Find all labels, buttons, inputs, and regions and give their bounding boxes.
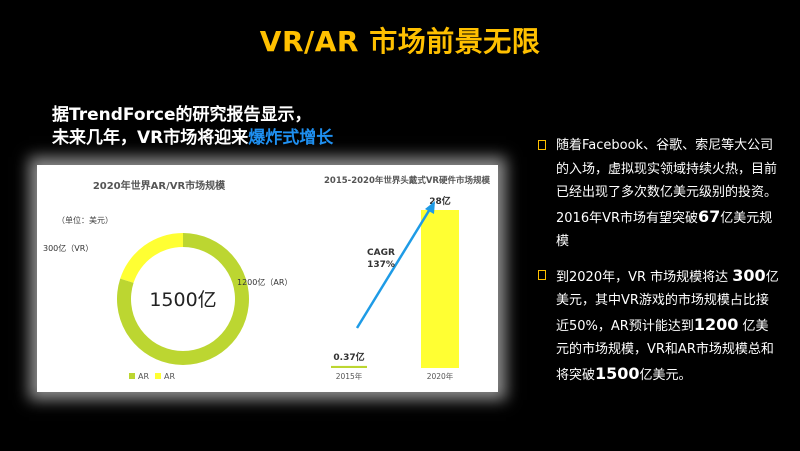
legend-label-1: AR — [138, 372, 149, 381]
bullet-2-seg-2: 300 — [732, 265, 766, 285]
bullet-2-seg-4: 1200 — [693, 314, 739, 334]
donut-chart-title: 2020年世界AR/VR市场规模 — [93, 179, 226, 192]
subtitle-line-2-prefix: 未来几年，VR市场将迎来 — [52, 128, 249, 148]
cagr-label: CAGR — [367, 248, 395, 258]
slice-label-vr: 300亿（VR） — [43, 243, 93, 253]
bullet-2-seg-6: 1500 — [595, 363, 640, 383]
bullet-text-1: 随着Facebook、谷歌、索尼等大公司的入场，虚拟现实领域持续火热，目前已经出… — [556, 138, 777, 249]
donut-slice-vr — [120, 233, 183, 283]
bullet-item-1: 随着Facebook、谷歌、索尼等大公司的入场，虚拟现实领域持续火热，目前已经出… — [538, 134, 780, 254]
cagr-arrow-head — [425, 201, 435, 214]
legend-swatch-2 — [155, 373, 161, 379]
bullet-marker-icon — [538, 140, 546, 150]
bullet-text-2: 到2020年，VR 市场规模将达 300亿美元，其中VR游戏的市场规模占比接近5… — [556, 266, 779, 383]
page-title: VR/AR 市场前景无限 — [259, 25, 541, 58]
cagr-value: 137% — [367, 260, 395, 270]
bar-category-label-0: 2015年 — [336, 371, 363, 381]
bullet-item-2: 到2020年，VR 市场规模将达 300亿美元，其中VR游戏的市场规模占比接近5… — [538, 264, 780, 388]
bar-1 — [421, 210, 459, 368]
chart-svg: 2020年世界AR/VR市场规模 （单位：美元） 1500亿 300亿（VR） … — [43, 175, 490, 381]
donut-center-label: 1500亿 — [149, 289, 216, 311]
bullet-2-seg-7: 亿美元。 — [639, 367, 692, 383]
subtitle-line-1: 据TrendForce的研究报告显示， — [52, 105, 312, 125]
bar-chart-title: 2015-2020年世界头戴式VR硬件市场规模 — [324, 175, 490, 186]
bullet-list: 随着Facebook、谷歌、索尼等大公司的入场，虚拟现实领域持续火热，目前已经出… — [538, 134, 780, 397]
donut-slices — [117, 233, 250, 365]
bar-category-label-1: 2020年 — [427, 371, 454, 381]
bullet-2-seg-5: 亿美元的市场规模，VR和AR市场规模总和将突破 — [556, 318, 774, 383]
bar-chart: 2015-2020年世界头戴式VR硬件市场规模 0.37亿2015年28亿202… — [324, 175, 490, 381]
cagr-arrow — [355, 201, 435, 329]
bar-value-label-0: 0.37亿 — [333, 351, 364, 363]
subtitle: 据TrendForce的研究报告显示， 未来几年，VR市场将迎来爆炸式增长 — [52, 104, 333, 150]
legend-swatch-1 — [129, 373, 135, 379]
slice-label-ar: 1200亿（AR） — [237, 277, 292, 287]
bullet-1-seg-3: 亿美元规模 — [556, 210, 773, 250]
subtitle-highlight: 爆炸式增长 — [248, 128, 334, 148]
donut-chart: 2020年世界AR/VR市场规模 （单位：美元） 1500亿 300亿（VR） … — [43, 179, 292, 381]
chart-panel: 2020年世界AR/VR市场规模 （单位：美元） 1500亿 300亿（VR） … — [37, 165, 498, 392]
legend-label-2: AR — [164, 372, 175, 381]
donut-unit-note: （单位：美元） — [57, 215, 113, 225]
bar-0 — [331, 365, 367, 368]
bullet-marker-icon — [538, 269, 546, 280]
bullet-2-seg-3: 亿美元，其中VR游戏的市场规模占比接近50%，AR预计能达到 — [556, 269, 779, 334]
bullet-1-seg-1: 随着Facebook、谷歌、索尼等大公司的入场，虚拟现实领域持续火热，目前已经出… — [556, 138, 778, 226]
bullet-2-seg-1: 到2020年，VR 市场规模将达 — [556, 269, 733, 285]
subtitle-line-2: 未来几年，VR市场将迎来爆炸式增长 — [52, 127, 333, 150]
bullet-1-seg-2: 67 — [698, 206, 721, 226]
cagr-arrow-line — [355, 208, 432, 329]
donut-legend: AR AR — [129, 372, 175, 381]
